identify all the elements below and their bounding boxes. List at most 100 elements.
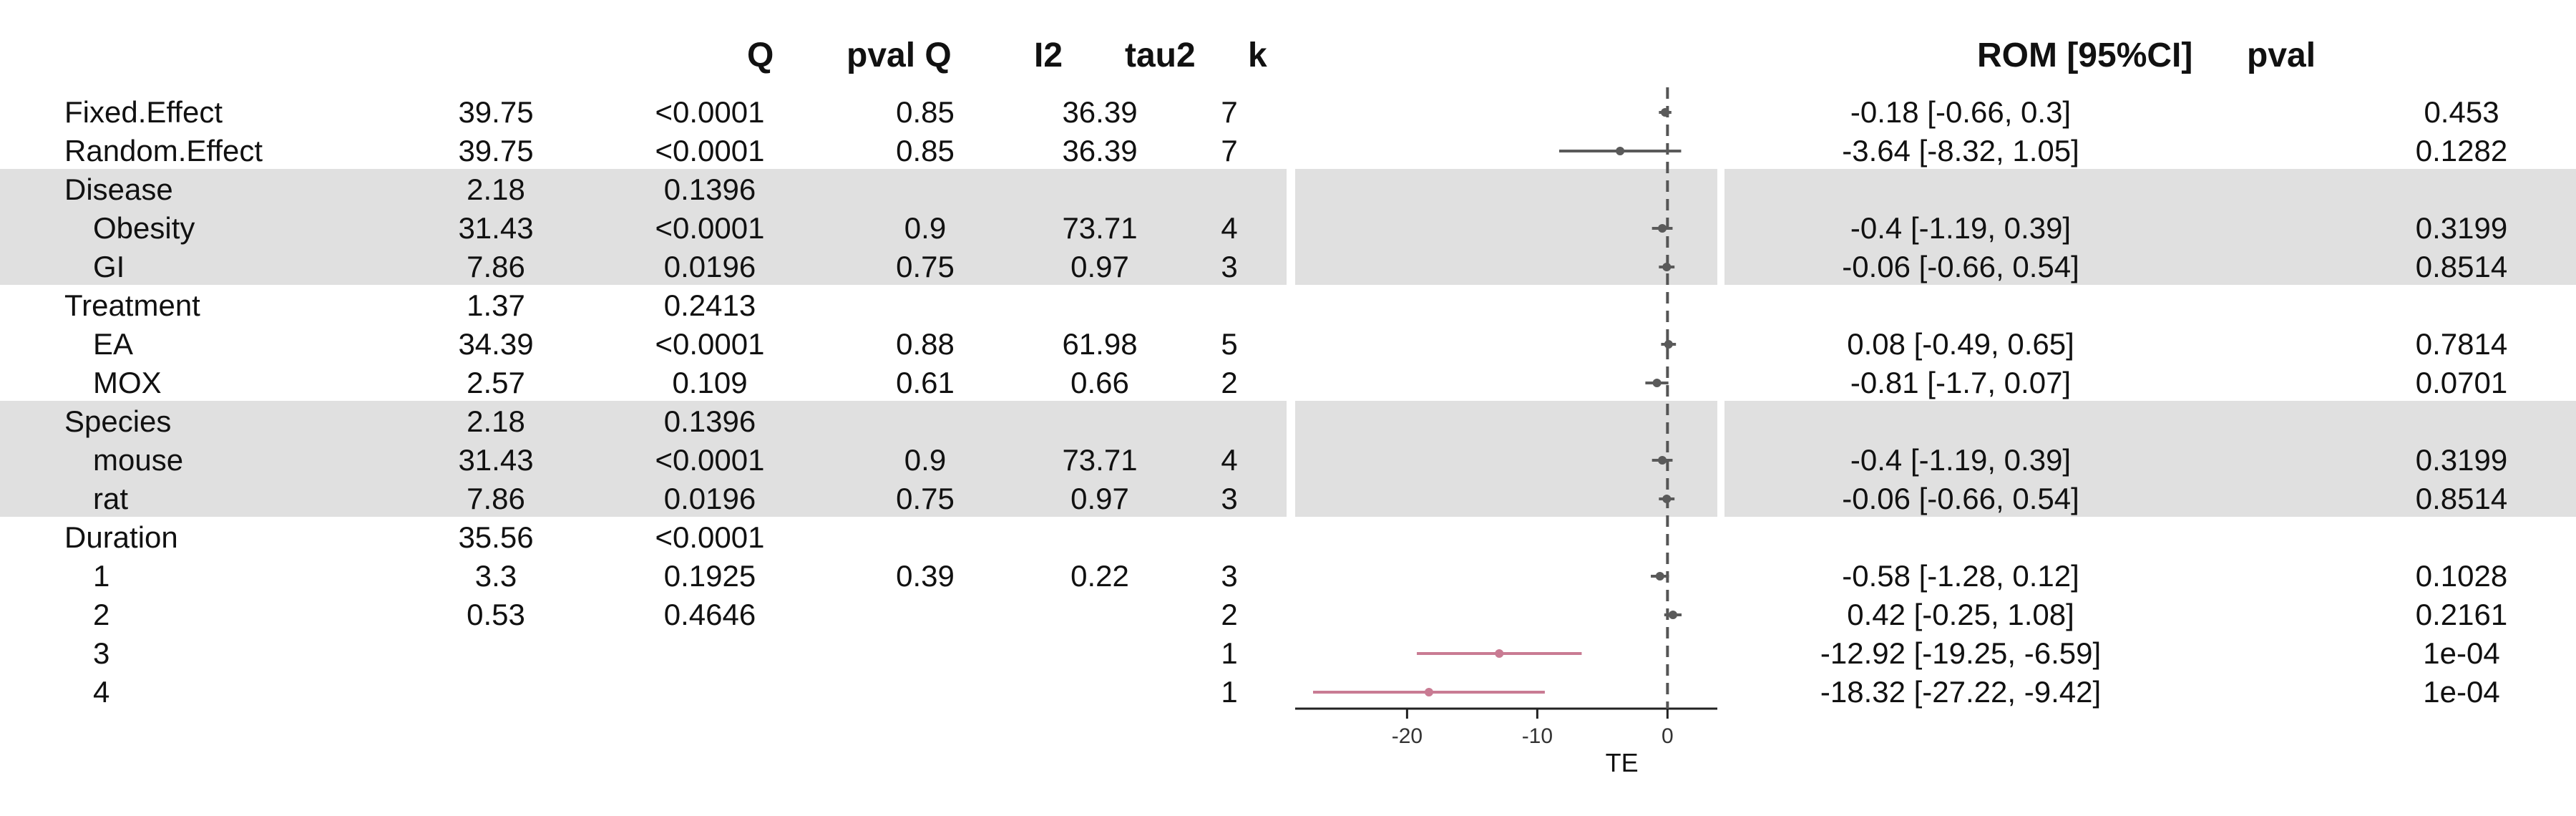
estimate-point <box>1495 649 1504 658</box>
panel-gap-right <box>1717 0 1724 816</box>
table-row: EA 34.39 <0.0001 0.88 61.98 5 0.08 [-0.49, 0.6… <box>0 325 2576 364</box>
row-label: Species <box>64 404 172 438</box>
cell-pval-q: <0.0001 <box>655 327 765 361</box>
cell-pval-q: 0.0196 <box>663 250 756 283</box>
cell-i2: 0.88 <box>896 327 955 361</box>
cell-pval: 1e-04 <box>2423 675 2500 709</box>
cell-rom: -0.06 [-0.66, 0.54] <box>1842 482 2079 515</box>
cell-k: 7 <box>1221 134 1238 167</box>
header-rom: ROM [95%CI] <box>1977 37 2193 74</box>
row-label: Duration <box>64 520 178 554</box>
cell-rom: -0.4 [-1.19, 0.39] <box>1850 443 2072 477</box>
cell-pval: 0.1028 <box>2415 559 2508 593</box>
table-row: Random.Effect 39.75 <0.0001 0.85 36.39 7 -3.64… <box>0 132 2576 170</box>
cell-rom: -12.92 [-19.25, -6.59] <box>1820 636 2102 670</box>
cell-k: 2 <box>1221 366 1238 399</box>
cell-rom: 0.08 [-0.49, 0.65] <box>1847 327 2074 361</box>
cell-pval-q: 0.0196 <box>663 482 756 515</box>
row-label-subgroup: 1 <box>93 559 110 593</box>
cell-pval: 0.3199 <box>2415 211 2508 245</box>
cell-tau2: 0.97 <box>1070 482 1129 515</box>
cell-pval-q: 0.4646 <box>663 598 756 631</box>
table-row: 3 1 -12.92 [-19.25, -6.59] 1e-04 <box>0 634 2576 673</box>
cell-pval-q: 0.1925 <box>663 559 756 593</box>
cell-q: 35.56 <box>458 520 534 554</box>
estimate-point <box>1655 572 1664 581</box>
cell-tau2: 73.71 <box>1062 443 1138 477</box>
cell-rom: -0.4 [-1.19, 0.39] <box>1850 211 2072 245</box>
cell-i2: 0.85 <box>896 134 955 167</box>
row-label-subgroup: GI <box>93 250 125 283</box>
table-row: Fixed.Effect 39.75 <0.0001 0.85 36.39 7 -0.18 … <box>0 93 2576 132</box>
cell-pval-q: 0.2413 <box>663 288 756 322</box>
cell-pval-q: <0.0001 <box>655 211 765 245</box>
estimate-point <box>1658 456 1667 465</box>
header-pval-q: pval Q <box>847 37 952 74</box>
cell-i2: 0.39 <box>896 559 955 593</box>
cell-tau2: 61.98 <box>1062 327 1138 361</box>
row-label-subgroup: Obesity <box>93 211 195 245</box>
cell-tau2: 0.22 <box>1070 559 1129 593</box>
estimate-point <box>1668 611 1677 619</box>
cell-rom: -18.32 [-27.22, -9.42] <box>1820 675 2102 709</box>
cell-tau2: 36.39 <box>1062 95 1138 129</box>
panel-gap-left <box>1287 0 1295 816</box>
cell-tau2: 73.71 <box>1062 211 1138 245</box>
estimate-point <box>1662 263 1672 271</box>
table-row: Obesity 31.43 <0.0001 0.9 73.71 4 -0.4 [-1.19,… <box>0 209 2576 248</box>
cell-q: 7.86 <box>467 250 525 283</box>
estimate-point <box>1662 495 1672 503</box>
row-label-subgroup: mouse <box>93 443 184 477</box>
table-row: MOX 2.57 0.109 0.61 0.66 2 -0.81 [-1.7, 0.07] 0… <box>0 364 2576 402</box>
cell-k: 1 <box>1221 675 1238 709</box>
cell-rom: -0.81 [-1.7, 0.07] <box>1850 366 2072 399</box>
cell-i2: 0.75 <box>896 250 955 283</box>
table-row: GI 7.86 0.0196 0.75 0.97 3 -0.06 [-0.66, 0.54]… <box>0 248 2576 286</box>
table-row: Species 2.18 0.1396 <box>0 402 2576 441</box>
cell-q: 31.43 <box>458 443 534 477</box>
cell-rom: -0.06 [-0.66, 0.54] <box>1842 250 2079 283</box>
cell-pval: 0.8514 <box>2415 482 2508 515</box>
cell-pval-q: 0.109 <box>672 366 748 399</box>
cell-pval-q: <0.0001 <box>655 95 765 129</box>
header-k: k <box>1248 37 1267 74</box>
estimate-point <box>1664 340 1673 349</box>
cell-i2: 0.61 <box>896 366 955 399</box>
cell-q: 39.75 <box>458 134 534 167</box>
cell-rom: -3.64 [-8.32, 1.05] <box>1842 134 2079 167</box>
cell-q: 34.39 <box>458 327 534 361</box>
cell-pval: 0.3199 <box>2415 443 2508 477</box>
cell-k: 5 <box>1221 327 1238 361</box>
table-row: mouse 31.43 <0.0001 0.9 73.71 4 -0.4 [-1.19, 0… <box>0 441 2576 480</box>
cell-pval: 0.2161 <box>2415 598 2508 631</box>
table-row: rat 7.86 0.0196 0.75 0.97 3 -0.06 [-0.66, 0.54… <box>0 480 2576 518</box>
x-tick-label: -20 <box>1392 724 1423 748</box>
header-tau2: tau2 <box>1125 37 1196 74</box>
cell-k: 7 <box>1221 95 1238 129</box>
cell-pval-q: 0.1396 <box>663 173 756 206</box>
cell-pval: 0.0701 <box>2415 366 2508 399</box>
table-row: 4 1 -18.32 [-27.22, -9.42] 1e-04 <box>0 673 2576 711</box>
estimate-point <box>1424 688 1433 696</box>
row-label: Fixed.Effect <box>64 95 223 129</box>
cell-k: 4 <box>1221 443 1238 477</box>
cell-q: 2.18 <box>467 173 525 206</box>
cell-pval: 1e-04 <box>2423 636 2500 670</box>
x-tick-label: 0 <box>1662 724 1674 748</box>
cell-q: 0.53 <box>467 598 525 631</box>
table-row: Disease 2.18 0.1396 <box>0 170 2576 209</box>
cell-rom: 0.42 [-0.25, 1.08] <box>1847 598 2074 631</box>
cell-i2: 0.85 <box>896 95 955 129</box>
cell-q: 7.86 <box>467 482 525 515</box>
x-tick-label: -10 <box>1522 724 1553 748</box>
cell-q: 2.18 <box>467 404 525 438</box>
cell-pval-q: <0.0001 <box>655 520 765 554</box>
row-label-subgroup: 3 <box>93 636 110 670</box>
cell-k: 3 <box>1221 250 1238 283</box>
table-row: 2 0.53 0.4646 2 0.42 [-0.25, 1.08] 0.2161 <box>0 596 2576 634</box>
cell-pval: 0.7814 <box>2415 327 2508 361</box>
cell-pval-q: <0.0001 <box>655 443 765 477</box>
cell-q: 3.3 <box>474 559 517 593</box>
cell-i2: 0.75 <box>896 482 955 515</box>
table-row: Treatment 1.37 0.2413 <box>0 286 2576 325</box>
